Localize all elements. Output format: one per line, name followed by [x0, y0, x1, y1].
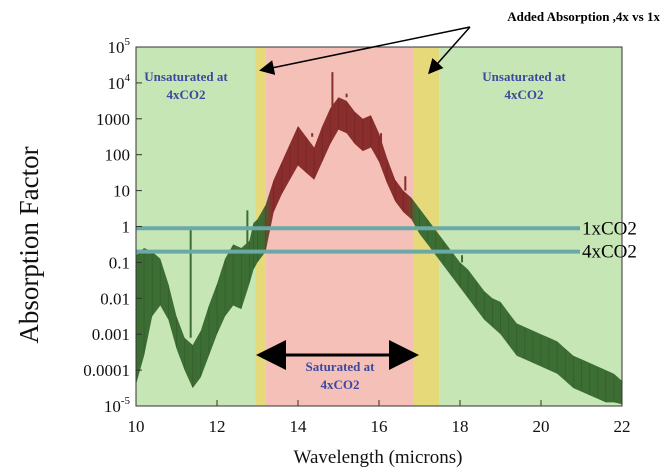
- region-label-unsaturated-right: Unsaturated at: [482, 69, 566, 84]
- region-label-saturated: Saturated at: [306, 359, 376, 374]
- spectrum-band: [136, 97, 622, 405]
- x-tick-label: 16: [371, 417, 388, 436]
- y-tick-label: 0.0001: [83, 361, 130, 380]
- y-tick-label: 0.1: [109, 253, 130, 272]
- y-tick-label: 10-5: [104, 395, 131, 416]
- annotation-arrow-left: [259, 26, 471, 75]
- y-tick-label: 100: [105, 146, 131, 165]
- y-tick-label: 0.01: [100, 289, 130, 308]
- y-tick-label: 105: [108, 36, 131, 57]
- region-label-unsaturated-left: 4xCO2: [167, 87, 206, 102]
- x-tick-label: 22: [614, 417, 631, 436]
- annotation-arrow-right: [428, 26, 471, 75]
- y-tick-label: 104: [108, 72, 131, 93]
- region-label-saturated: 4xCO2: [321, 377, 360, 392]
- x-axis-title: Wavelength (microns): [294, 447, 463, 468]
- region-label-unsaturated-right: 4xCO2: [505, 87, 544, 102]
- reference-label-1: 1xCO2: [582, 218, 637, 239]
- x-tick-label: 20: [533, 417, 550, 436]
- y-tick-label: 0.001: [92, 325, 130, 344]
- y-tick-label: 1000: [96, 110, 130, 129]
- region-labels: Unsaturated at 4xCO2 Saturated at 4xCO2 Unsa…: [144, 26, 566, 392]
- region-label-unsaturated-left: Unsaturated at: [144, 69, 228, 84]
- y-tick-label: 10: [113, 182, 130, 201]
- added-absorption-annotation: Added Absorption ,4x vs 1x: [507, 9, 660, 24]
- axes: 10 12 14 16 18 20 22 105 104 1000 100 10 1 0.1 0.01 0.0…: [83, 36, 630, 436]
- x-tick-label: 12: [209, 417, 226, 436]
- y-axis-title: Absorption Factor: [14, 146, 44, 343]
- x-tick-label: 14: [290, 417, 308, 436]
- reference-lines: 1xCO2 4xCO2: [136, 218, 637, 263]
- y-tick-label: 1: [122, 218, 131, 237]
- x-tick-label: 10: [128, 417, 145, 436]
- x-tick-label: 18: [452, 417, 469, 436]
- reference-label-2: 4xCO2: [582, 242, 637, 263]
